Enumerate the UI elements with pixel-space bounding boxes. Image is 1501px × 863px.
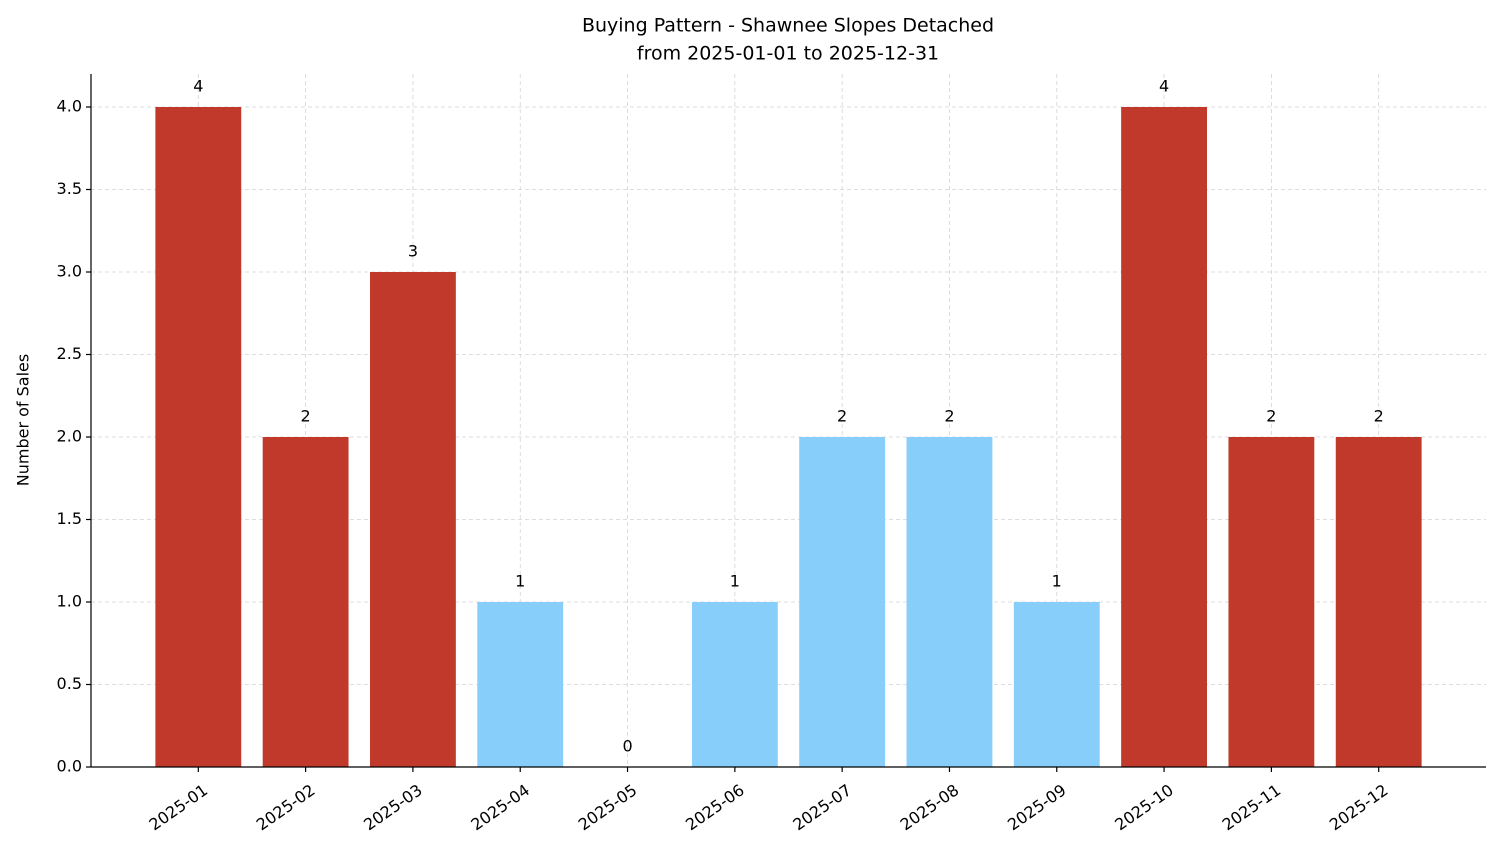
x-tick-label: 2025-03 [360,780,426,834]
x-tick-label: 2025-01 [146,780,212,834]
bar [1013,602,1100,767]
value-label: 4 [193,77,203,96]
x-tick-label: 2025-08 [897,780,963,834]
value-label: 0 [622,737,632,756]
bar [1121,107,1207,767]
bar [155,107,242,767]
y-tick-label: 3.0 [57,262,82,281]
value-label: 2 [944,407,954,426]
x-tick-label: 2025-04 [467,780,533,834]
bar [1335,437,1422,767]
bar [1228,437,1315,767]
value-label: 2 [301,407,311,426]
y-tick-label: 1.0 [57,592,82,611]
y-tick-label: 0.0 [57,757,82,776]
y-tick-label: 1.5 [57,509,82,528]
y-tick-label: 0.5 [57,674,82,693]
value-label: 3 [408,242,418,261]
x-tick-label: 2025-12 [1326,780,1392,834]
bar [799,437,886,767]
y-tick-label: 4.0 [57,97,82,116]
value-label: 2 [1266,407,1276,426]
value-label: 1 [730,572,740,591]
value-label: 2 [1374,407,1384,426]
value-label: 1 [1052,572,1062,591]
x-tick-label: 2025-02 [253,780,319,834]
x-tick-label: 2025-10 [1111,780,1177,834]
x-tick-label: 2025-06 [682,780,748,834]
bar [262,437,349,767]
chart-subtitle: from 2025-01-01 to 2025-12-31 [637,43,939,65]
y-tick-label: 2.5 [57,344,82,363]
bar [691,602,778,767]
y-axis-label: Number of Sales [14,354,33,486]
x-tick-label: 2025-09 [1004,780,1070,834]
chart-title: Buying Pattern - Shawnee Slopes Detached [582,15,994,37]
x-tick-label: 2025-07 [789,780,855,834]
x-tick-label: 2025-11 [1219,780,1285,834]
value-label: 1 [515,572,525,591]
value-label: 2 [837,407,847,426]
value-label: 4 [1159,77,1169,96]
y-tick-label: 2.0 [57,427,82,446]
bar [477,602,564,767]
bar [370,272,456,767]
y-tick-label: 3.5 [57,179,82,198]
x-tick-label: 2025-05 [575,780,641,834]
bar [906,437,993,767]
